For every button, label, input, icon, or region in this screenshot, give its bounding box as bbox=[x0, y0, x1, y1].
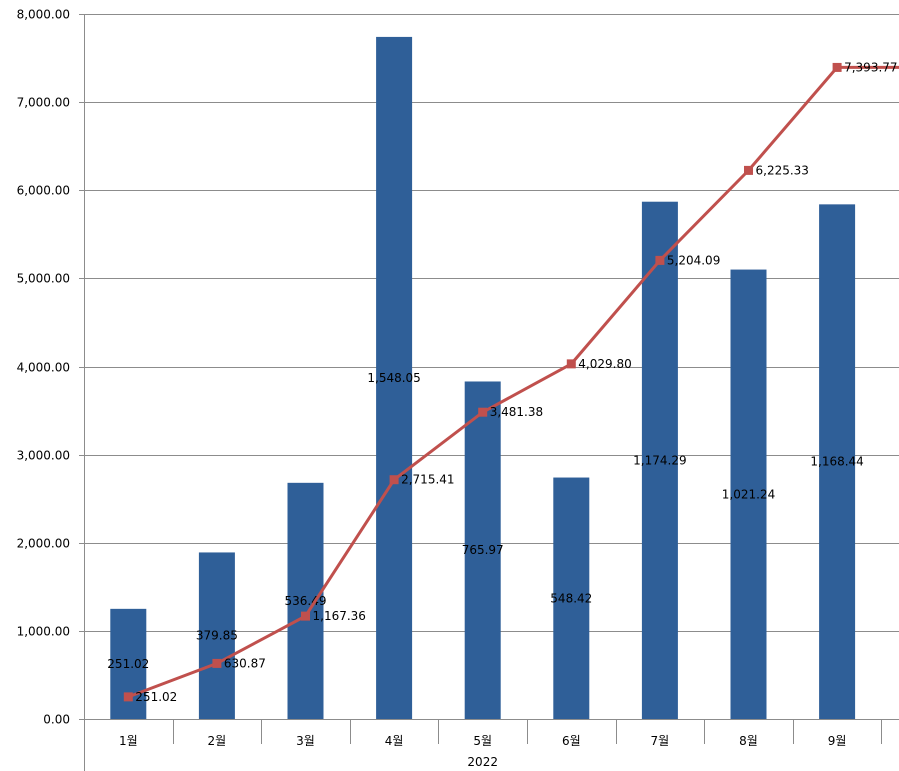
bar-data-label: 1,548.05 bbox=[367, 371, 420, 385]
line-data-label: 2,715.41 bbox=[401, 473, 454, 487]
y-tick-label: 6,000.00 bbox=[17, 184, 70, 198]
line-point bbox=[212, 658, 222, 668]
line-point bbox=[389, 475, 399, 485]
bar bbox=[464, 381, 501, 719]
x-tick-label: 5월 bbox=[473, 734, 492, 748]
line-series bbox=[123, 62, 899, 702]
bar bbox=[376, 36, 413, 720]
line-data-label: 630.87 bbox=[224, 656, 266, 670]
line-data-label: 5,204.09 bbox=[667, 253, 720, 267]
bar bbox=[287, 482, 324, 719]
x-tick-label: 2월 bbox=[208, 734, 227, 748]
bar-data-label: 1,168.44 bbox=[810, 455, 863, 469]
x-tick-label: 9월 bbox=[828, 734, 847, 748]
bar bbox=[198, 552, 235, 719]
x-tick-label: 4월 bbox=[385, 734, 404, 748]
line-data-label: 1,167.36 bbox=[313, 609, 366, 623]
line-data-label: 7,393.77 bbox=[844, 60, 897, 74]
y-tick-label: 5,000.00 bbox=[17, 272, 70, 286]
bar bbox=[819, 204, 856, 720]
y-tick-label: 1,000.00 bbox=[17, 625, 70, 639]
bar-data-label: 1,174.29 bbox=[633, 453, 686, 467]
line-point bbox=[301, 611, 310, 621]
x-tick-label: 3월 bbox=[296, 734, 315, 748]
y-tick-label: 2,000.00 bbox=[17, 537, 70, 551]
x-tick-label: 1월 bbox=[119, 734, 138, 748]
y-tick-label: 4,000.00 bbox=[17, 361, 70, 375]
y-tick-label: 8,000.00 bbox=[17, 8, 70, 22]
bar-data-label: 1,021.24 bbox=[722, 487, 775, 501]
x-group-label: 2022 bbox=[467, 755, 498, 769]
x-tick-label: 6월 bbox=[562, 734, 581, 748]
x-tick-label: 7월 bbox=[651, 734, 670, 748]
x-axis: 1월 2월 3월 4월 5월 6월 7월 8월 9월 2022 bbox=[84, 719, 899, 769]
y-tick-label: 7,000.00 bbox=[17, 96, 70, 110]
bar-data-label: 251.02 bbox=[107, 657, 149, 671]
bar bbox=[641, 201, 678, 720]
bar-data-label: 765.97 bbox=[462, 543, 504, 557]
line-data-label: 251.02 bbox=[135, 690, 177, 704]
line-data-label: 4,029.80 bbox=[578, 357, 631, 371]
line-point bbox=[744, 165, 753, 175]
y-tick-label: 3,000.00 bbox=[17, 449, 70, 463]
y-axis: 0.00 1,000.00 2,000.00 3,000.00 4,000.00 5,00… bbox=[17, 8, 85, 771]
bar-data-label: 548.42 bbox=[550, 591, 592, 605]
bar-data-labels: 251.02379.85536.491,548.05765.97548.421,… bbox=[107, 371, 864, 671]
line-data-label: 3,481.38 bbox=[490, 405, 543, 419]
line-point bbox=[832, 62, 842, 72]
series-line bbox=[127, 65, 899, 699]
line-point bbox=[566, 359, 576, 369]
y-tick-label: 0.00 bbox=[43, 713, 70, 727]
line-point bbox=[478, 407, 488, 417]
line-data-label: 6,225.33 bbox=[756, 163, 809, 177]
x-tick-label: 8월 bbox=[739, 734, 758, 748]
line-data-labels: 251.02 630.87 1,167.36 2,715.41 3,481.38 4,02… bbox=[135, 60, 897, 703]
bar-series bbox=[110, 36, 856, 720]
bar bbox=[730, 269, 767, 719]
line-point bbox=[123, 692, 133, 702]
line-point bbox=[655, 255, 665, 265]
bar-data-label: 379.85 bbox=[196, 629, 238, 643]
bar bbox=[553, 477, 590, 719]
